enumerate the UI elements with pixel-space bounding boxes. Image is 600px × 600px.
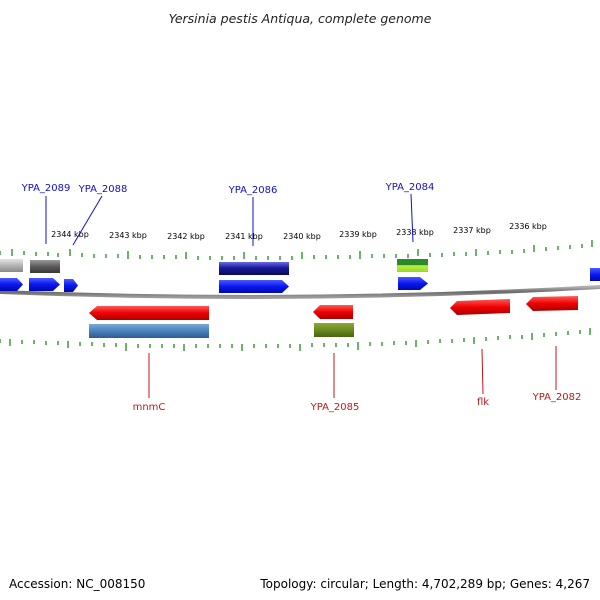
gene-arrow[interactable] xyxy=(219,280,289,293)
gene-label[interactable]: YPA_2088 xyxy=(78,184,128,195)
scale-label: 2337 kbp xyxy=(453,226,491,235)
feature-block[interactable] xyxy=(397,259,428,272)
gene-label[interactable]: mnmC xyxy=(133,402,166,413)
scale-labels: 2344 kbp 2343 kbp 2342 kbp 2341 kbp 2340… xyxy=(51,222,547,241)
scale-label: 2341 kbp xyxy=(225,232,263,241)
genome-backbone xyxy=(0,285,600,299)
genome-stats-text: Topology: circular; Length: 4,702,289 bp… xyxy=(260,577,590,591)
feature-block[interactable] xyxy=(314,323,354,337)
scale-label: 2343 kbp xyxy=(109,231,147,240)
gene-arrow[interactable] xyxy=(398,277,428,290)
map-title: Yersinia pestis Antiqua, complete genome xyxy=(169,11,432,26)
forward-leaders xyxy=(45,193,414,246)
feature-block[interactable] xyxy=(89,324,209,338)
outer-tick-ring xyxy=(0,240,593,260)
gene-arrow[interactable] xyxy=(590,268,600,281)
scale-label: 2342 kbp xyxy=(167,232,205,241)
gene-label[interactable]: flk xyxy=(477,397,489,408)
gene-arrow[interactable] xyxy=(89,306,209,320)
gene-label[interactable]: YPA_2086 xyxy=(228,185,278,196)
forward-features xyxy=(0,259,600,293)
gene-label[interactable]: YPA_2082 xyxy=(532,392,582,403)
feature-block[interactable] xyxy=(0,259,23,272)
reverse-leaders xyxy=(148,346,557,398)
reverse-features xyxy=(89,296,578,338)
scale-label: 2338 kbp xyxy=(396,228,434,237)
forward-gene-labels: YPA_2089 YPA_2088 YPA_2086 YPA_2084 xyxy=(21,182,435,196)
gene-label[interactable]: YPA_2085 xyxy=(310,402,360,413)
scale-label: 2340 kbp xyxy=(283,232,321,241)
scale-label: 2336 kbp xyxy=(509,222,547,231)
gene-arrow[interactable] xyxy=(29,278,60,291)
scale-label: 2344 kbp xyxy=(51,230,89,239)
gene-arrow[interactable] xyxy=(450,299,510,315)
feature-block[interactable] xyxy=(219,262,289,275)
gene-label[interactable]: YPA_2089 xyxy=(21,183,71,194)
inner-tick-ring xyxy=(0,328,591,351)
reverse-gene-labels: mnmC YPA_2085 flk YPA_2082 xyxy=(133,392,582,413)
gene-arrow[interactable] xyxy=(64,279,78,292)
gene-label[interactable]: YPA_2084 xyxy=(385,182,435,193)
gene-arrow[interactable] xyxy=(0,278,23,291)
accession-text: Accession: NC_008150 xyxy=(9,577,146,591)
gene-arrow[interactable] xyxy=(313,305,353,319)
gene-arrow[interactable] xyxy=(526,296,578,311)
feature-block[interactable] xyxy=(30,260,60,273)
scale-label: 2339 kbp xyxy=(339,230,377,239)
